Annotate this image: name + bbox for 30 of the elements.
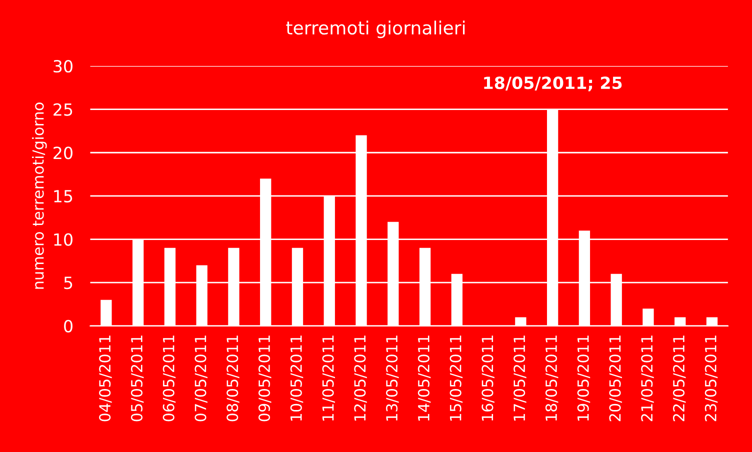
x-tick-label: 13/05/2011 xyxy=(386,336,399,421)
x-tick-label: 17/05/2011 xyxy=(514,336,526,421)
chart-title: terremoti giornalieri xyxy=(286,20,465,38)
annotation: 18/05/2011; 25 xyxy=(484,76,622,92)
y-tick-label: 20 xyxy=(54,146,72,160)
y-tick-label: 5 xyxy=(64,276,72,290)
x-tick-label: 08/05/2011 xyxy=(226,336,240,422)
x-tick-label: 22/05/2011 xyxy=(672,336,686,422)
x-tick-label: 20/05/2011 xyxy=(609,336,622,422)
y-tick-label: 10 xyxy=(54,233,72,246)
x-tick-label: 18/05/2011 xyxy=(545,336,558,421)
x-tick-label: 10/05/2011 xyxy=(290,336,304,421)
x-tick-label: 12/05/2011 xyxy=(354,336,367,421)
y-tick-label: 15 xyxy=(54,190,72,203)
x-tick-label: 09/05/2011 xyxy=(258,336,272,422)
x-tick-label: 19/05/2011 xyxy=(577,336,590,421)
x-tick-label: 16/05/2011 xyxy=(482,336,494,421)
x-tick-label: 23/05/2011 xyxy=(704,336,718,422)
y-tick-label: 30 xyxy=(54,60,72,73)
y-axis-title: numero terremoti/giorno xyxy=(32,102,47,289)
y-tick-label: 0 xyxy=(64,320,72,332)
y-tick-label: 25 xyxy=(54,103,72,116)
x-tick-label: 05/05/2011 xyxy=(130,336,144,422)
x-tick-label: 21/05/2011 xyxy=(641,336,654,422)
x-tick-label: 06/05/2011 xyxy=(162,336,176,422)
x-tick-label: 15/05/2011 xyxy=(450,336,463,421)
x-tick-label: 11/05/2011 xyxy=(322,336,336,421)
x-tick-label: 14/05/2011 xyxy=(418,336,431,421)
x-tick-label: 07/05/2011 xyxy=(194,336,208,422)
x-tick-label: 04/05/2011 xyxy=(99,336,112,422)
